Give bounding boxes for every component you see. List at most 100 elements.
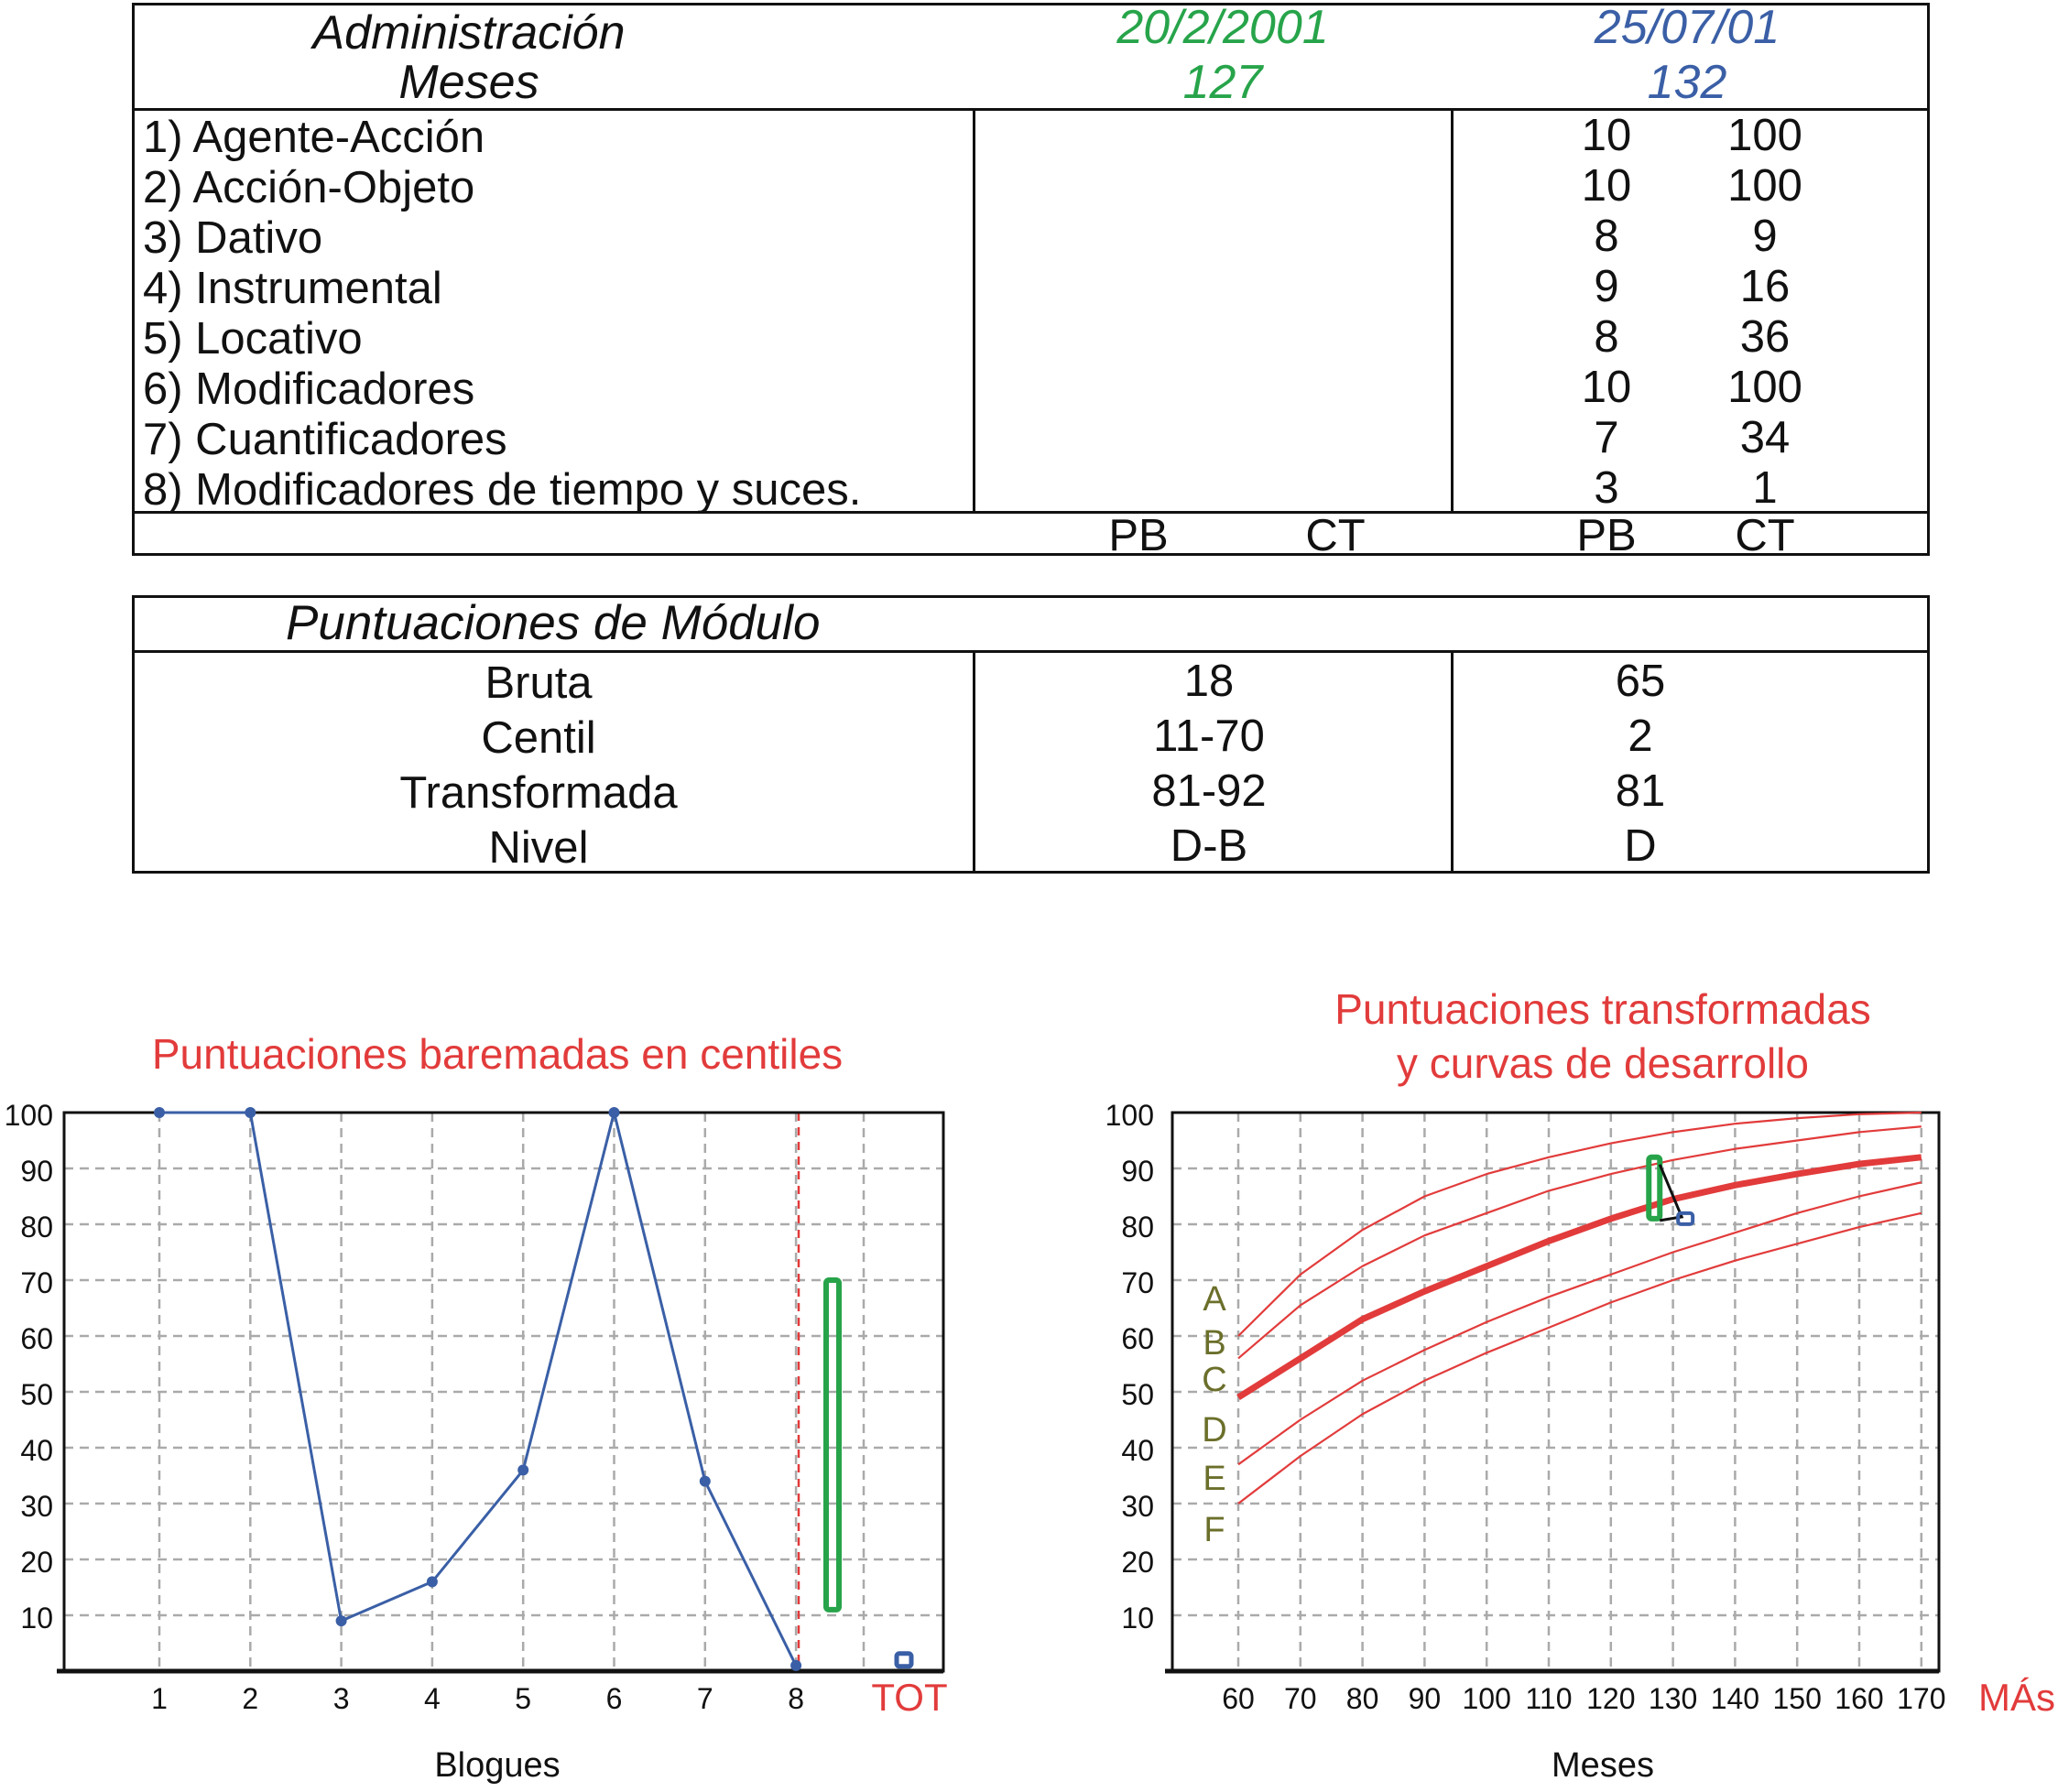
scores-table: [132, 3, 1930, 556]
y-tick-label: 100: [5, 1099, 53, 1132]
development-chart: Puntuaciones transformadas y curvas de de…: [1105, 985, 2055, 1785]
table-divider: [973, 650, 975, 874]
data-point: [699, 1475, 711, 1487]
centiles-chart: Puntuaciones baremadas en centiles 10 20 30…: [5, 1030, 948, 1785]
table-divider: [132, 511, 1930, 514]
pb-value: 3: [1594, 463, 1619, 513]
development-curve: [1237, 1125, 1922, 1360]
level-label: F: [1203, 1511, 1225, 1549]
data-point: [790, 1659, 802, 1671]
module-row-label: Nivel: [488, 823, 589, 873]
table-divider: [132, 108, 1930, 111]
module-row-label: Bruta: [485, 658, 593, 708]
block-label: 4) Instrumental: [143, 264, 442, 313]
x-tick-label: 1: [151, 1682, 168, 1715]
x-tick-label: 170: [1897, 1682, 1945, 1715]
module-value-1: 18: [1183, 657, 1235, 706]
y-tick-label: 40: [1121, 1434, 1154, 1467]
y-tick-label: 20: [1121, 1546, 1154, 1579]
x-tick-label: 5: [515, 1682, 531, 1715]
block-label: 6) Modificadores: [143, 364, 475, 414]
level-label: B: [1203, 1324, 1225, 1363]
observation-point: [1676, 1211, 1695, 1226]
data-point: [426, 1576, 438, 1588]
y-tick-label: 30: [20, 1490, 53, 1523]
ct-value: 9: [1752, 212, 1778, 261]
chart-title: y curvas de desarrollo: [1397, 1039, 1809, 1087]
data-point: [245, 1107, 256, 1118]
x-tick-label: 70: [1284, 1682, 1317, 1715]
ct-value: 34: [1739, 413, 1791, 462]
column-header-ct: CT: [1735, 511, 1795, 560]
observation-range-bar: [1646, 1154, 1663, 1222]
median-curve: [1236, 1154, 1922, 1401]
ct-value: 100: [1727, 161, 1802, 211]
block-label: 2) Acción-Objeto: [143, 163, 475, 212]
module-scores-title: Puntuaciones de Módulo: [286, 596, 821, 650]
module-value-2: 2: [1628, 711, 1653, 761]
admin-months-2: 132: [1647, 56, 1727, 109]
y-tick-label: 90: [20, 1155, 53, 1188]
y-tick-label: 70: [1121, 1266, 1154, 1299]
y-tick-label: 80: [20, 1211, 53, 1244]
y-tick-label: 80: [1121, 1211, 1154, 1244]
y-tick-label: 100: [1105, 1099, 1154, 1132]
level-label: C: [1202, 1361, 1226, 1399]
module-value-2: 81: [1615, 766, 1666, 816]
x-tick-label: 60: [1222, 1682, 1255, 1715]
x-tick-label: 100: [1463, 1682, 1511, 1715]
pb-value: 10: [1581, 111, 1632, 160]
table-divider: [973, 108, 975, 513]
block-label: 3) Dativo: [143, 213, 323, 263]
block-label: 7) Cuantificadores: [143, 415, 507, 464]
pb-value: 8: [1594, 312, 1619, 362]
level-label: E: [1203, 1460, 1225, 1498]
ct-value: 1: [1752, 463, 1778, 513]
y-tick-label: 40: [20, 1434, 53, 1467]
development-curve: [1237, 1181, 1922, 1466]
pb-value: 10: [1581, 161, 1632, 211]
development-curve: [1237, 1111, 1922, 1337]
ct-value: 16: [1739, 262, 1791, 311]
admin-date-2: 25/07/01: [1594, 1, 1780, 54]
x-tick-label: 2: [242, 1682, 258, 1715]
table-divider: [1451, 650, 1454, 874]
development-curve: [1237, 1211, 1922, 1504]
level-label: D: [1202, 1411, 1226, 1450]
x-axis-title: Blogues: [434, 1746, 560, 1785]
module-value-1: D-B: [1170, 821, 1248, 871]
x-tick-label: 7: [697, 1682, 713, 1715]
y-tick-label: 30: [1121, 1490, 1154, 1523]
y-tick-label: 50: [1121, 1378, 1154, 1411]
module-scores-table: [132, 595, 1930, 874]
x-tick-label: 6: [606, 1682, 623, 1715]
y-tick-label: 10: [20, 1602, 53, 1635]
module-value-1: 11-70: [1153, 711, 1265, 761]
observation-connector: [1658, 1164, 1684, 1222]
y-tick-label: 10: [1121, 1602, 1154, 1635]
module-value-2: D: [1624, 821, 1657, 871]
chart-title: Puntuaciones baremadas en centiles: [152, 1030, 843, 1078]
y-tick-label: 20: [20, 1546, 53, 1579]
pb-value: 10: [1581, 363, 1632, 412]
pb-value: 8: [1594, 212, 1619, 261]
x-tick-label: 160: [1835, 1682, 1883, 1715]
x-tick-label: 80: [1346, 1682, 1379, 1715]
y-tick-label: 90: [1121, 1155, 1154, 1188]
admin-months-1: 127: [1182, 56, 1263, 109]
x-axis-title: Meses: [1552, 1746, 1654, 1785]
x-tick-label: 110: [1525, 1682, 1572, 1715]
ct-value: 100: [1727, 363, 1802, 412]
column-header-ct: CT: [1305, 511, 1366, 560]
block-label: 8) Modificadores de tiempo y suces.: [143, 465, 862, 515]
total-range-bar: [823, 1277, 842, 1613]
block-label: 5) Locativo: [143, 314, 363, 364]
x-end-label: MÁs: [1978, 1676, 2055, 1719]
x-tick-label: 4: [424, 1682, 441, 1715]
module-row-label: Transformada: [399, 768, 678, 818]
column-header-pb: PB: [1576, 511, 1637, 560]
admin-date-1: 20/2/2001: [1116, 1, 1329, 54]
data-point: [154, 1107, 165, 1118]
ct-value: 36: [1739, 312, 1791, 362]
block-label: 1) Agente-Acción: [143, 113, 485, 162]
